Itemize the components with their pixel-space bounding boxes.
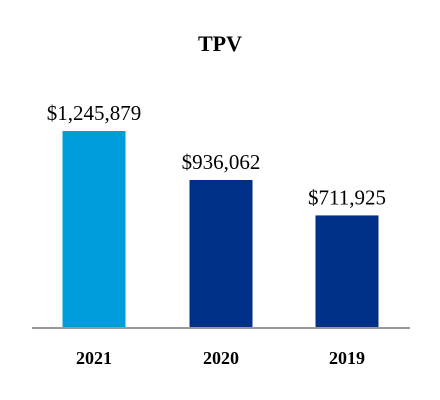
x-tick-label-2019: 2019 bbox=[329, 348, 365, 368]
chart-title: TPV bbox=[198, 31, 242, 56]
data-label-2021: $1,245,879 bbox=[47, 101, 142, 125]
x-tick-label-2020: 2020 bbox=[203, 348, 239, 368]
bars-layer bbox=[62, 131, 379, 328]
x-tick-label-2021: 2021 bbox=[76, 348, 112, 368]
bar-2021 bbox=[62, 131, 126, 328]
data-label-2020: $936,062 bbox=[182, 150, 261, 174]
labels-layer: $1,245,879 2021 $936,062 2020 $711,925 2019 bbox=[47, 101, 386, 368]
bar-2020 bbox=[189, 179, 253, 328]
bar-2019 bbox=[315, 215, 379, 328]
data-label-2019: $711,925 bbox=[308, 185, 386, 209]
